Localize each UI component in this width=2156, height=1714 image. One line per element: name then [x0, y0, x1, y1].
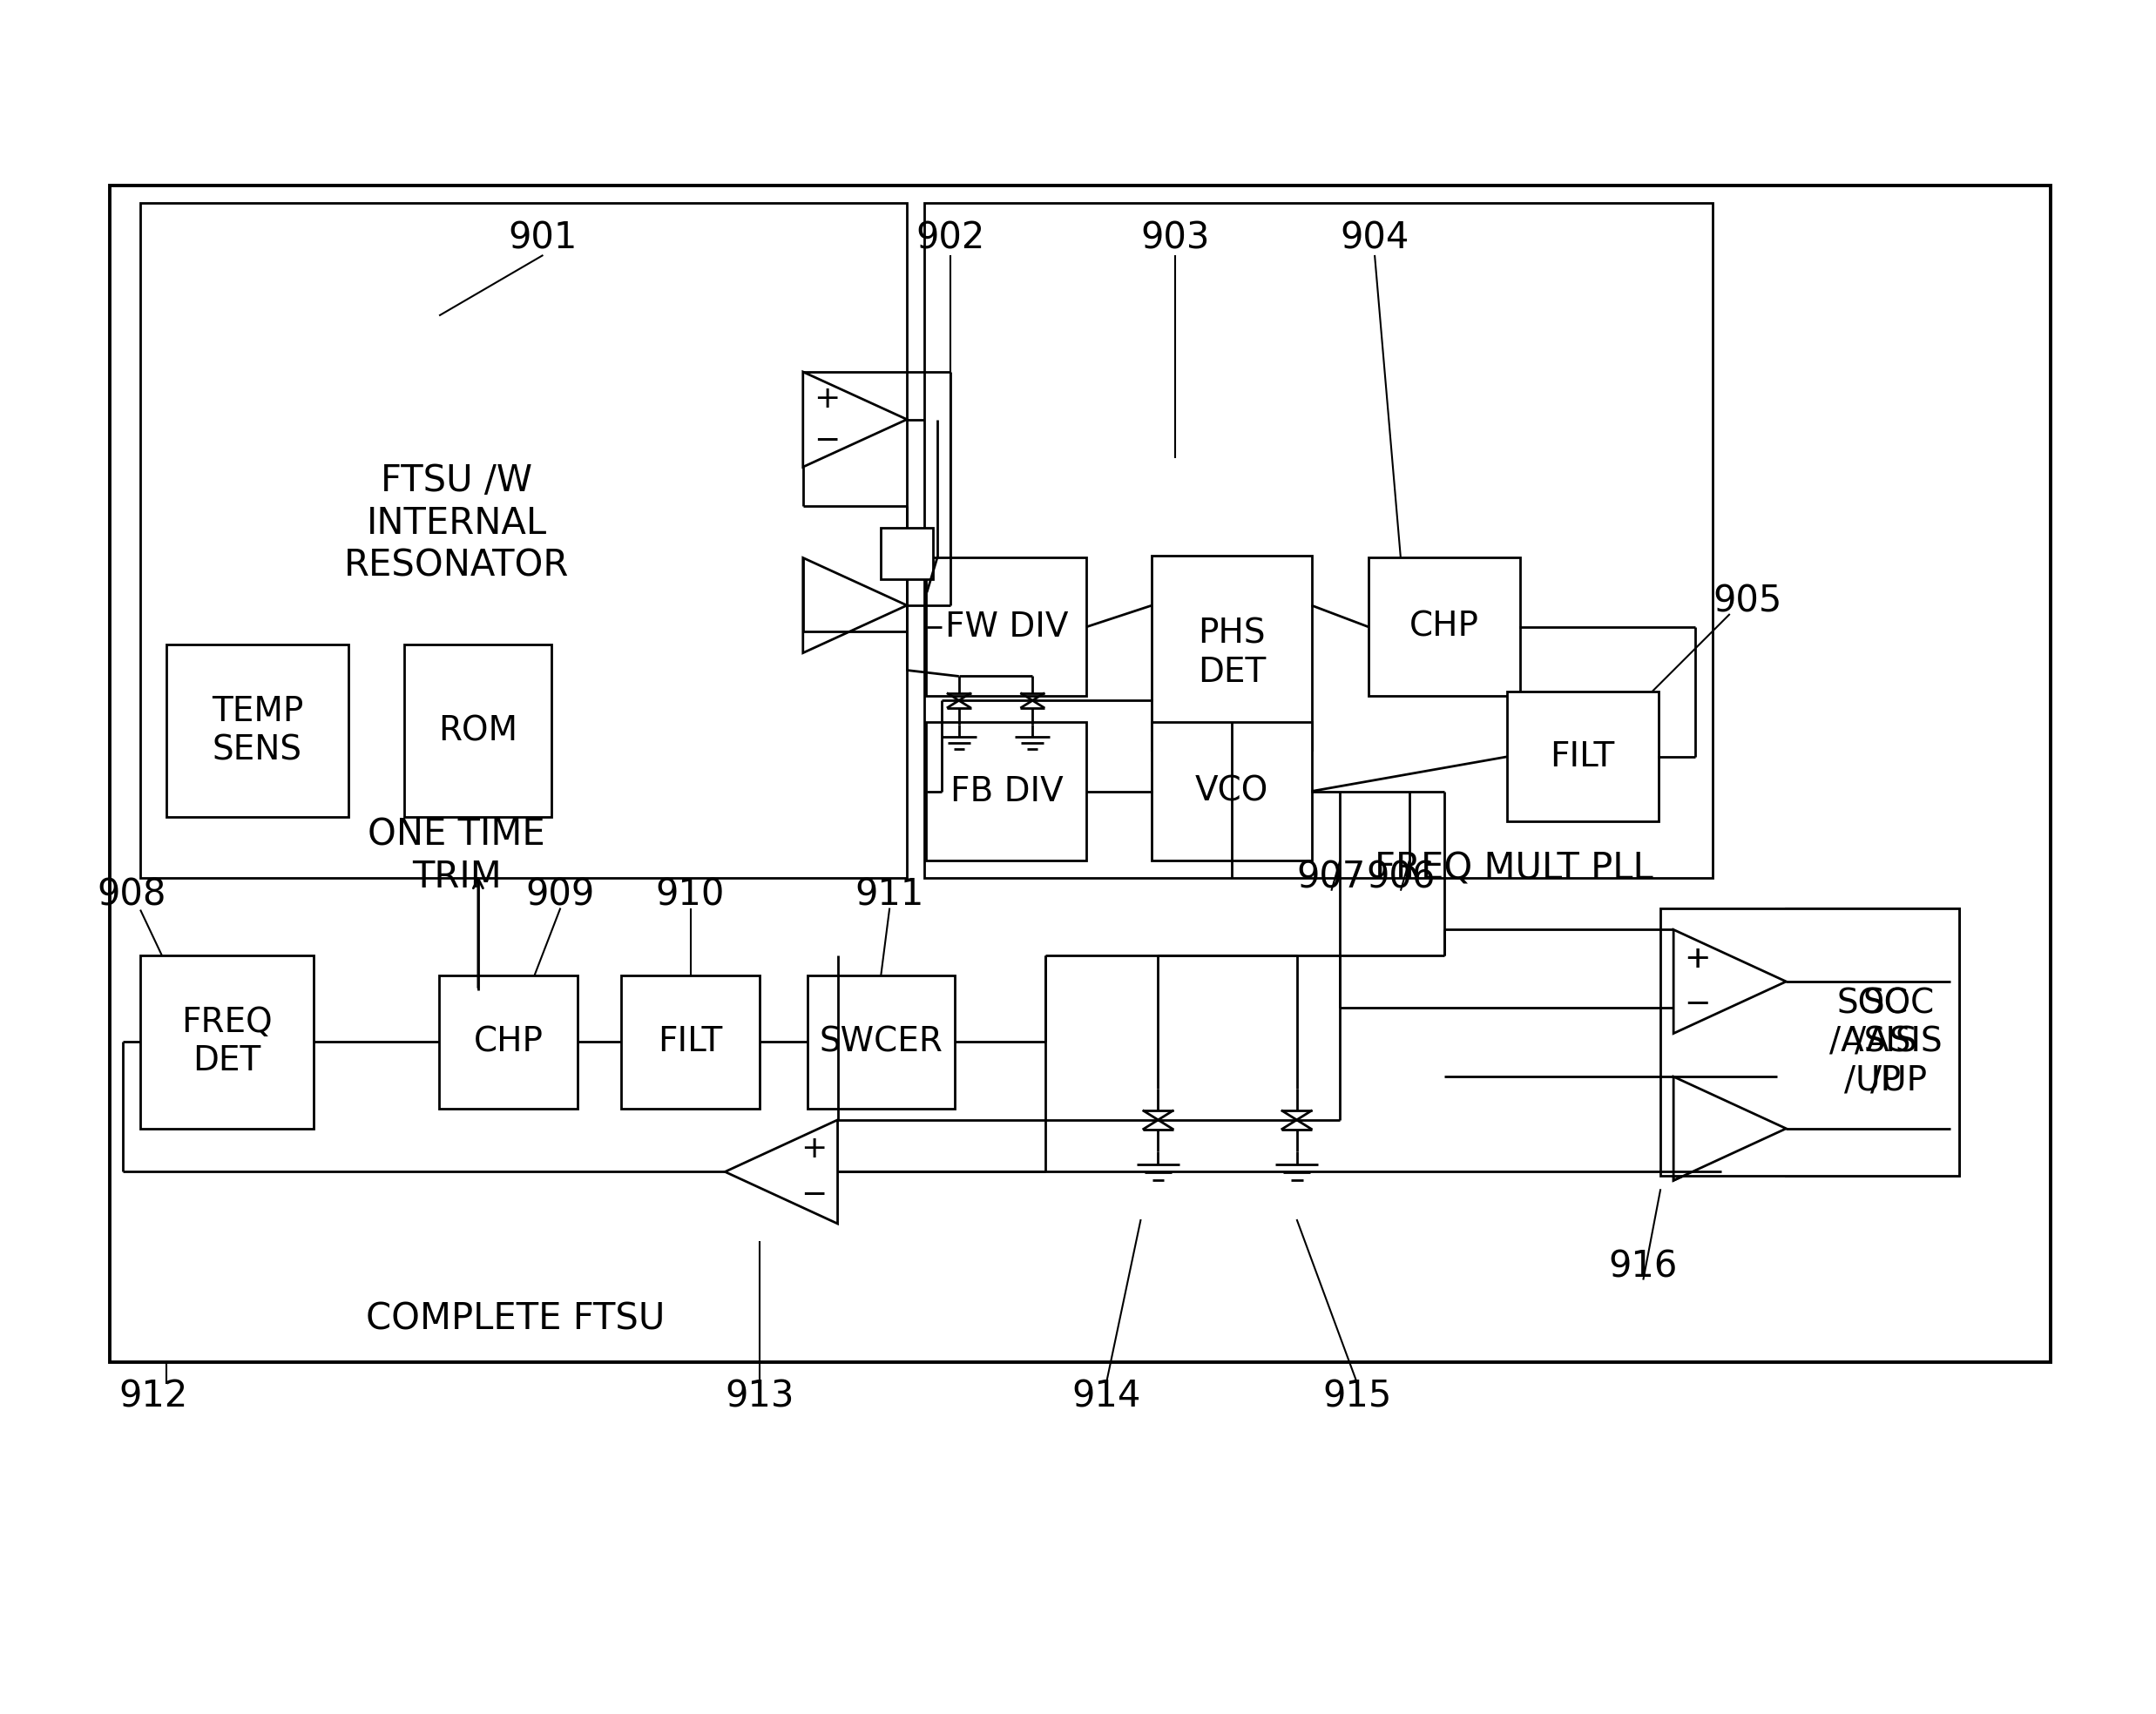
Text: 910: 910: [655, 878, 724, 914]
Text: SWCER: SWCER: [819, 1025, 942, 1059]
Text: 903: 903: [1141, 219, 1210, 255]
Bar: [1151, 555, 1311, 751]
Bar: [1369, 557, 1520, 696]
Text: 911: 911: [856, 878, 925, 914]
Text: 908: 908: [97, 878, 166, 914]
Text: SOC
/ASIS
/UP: SOC /ASIS /UP: [1854, 987, 1943, 1097]
Text: 915: 915: [1324, 1378, 1393, 1416]
Text: +: +: [800, 1135, 828, 1164]
Text: FILT: FILT: [658, 1025, 722, 1059]
Text: FREQ
DET: FREQ DET: [181, 1006, 272, 1078]
Text: FTSU /W
INTERNAL
RESONATOR: FTSU /W INTERNAL RESONATOR: [343, 463, 569, 584]
Text: PHS
DET: PHS DET: [1199, 617, 1266, 689]
Text: 906: 906: [1367, 859, 1436, 896]
Text: 905: 905: [1712, 583, 1781, 619]
Bar: [140, 956, 313, 1128]
Bar: [806, 975, 955, 1109]
Bar: [1660, 908, 1960, 1176]
Text: 909: 909: [526, 878, 595, 914]
Text: 904: 904: [1341, 219, 1410, 255]
Bar: [140, 204, 908, 878]
Text: 916: 916: [1608, 1248, 1677, 1286]
Text: +: +: [813, 384, 841, 413]
Bar: [166, 644, 349, 818]
Bar: [925, 204, 1712, 878]
Text: 914: 914: [1072, 1378, 1141, 1416]
Text: FILT: FILT: [1550, 740, 1615, 773]
Text: CHP: CHP: [1410, 610, 1479, 643]
Bar: [882, 528, 934, 579]
Bar: [1151, 722, 1311, 860]
Text: 901: 901: [509, 219, 578, 255]
Text: CHP: CHP: [474, 1025, 543, 1059]
Text: FREQ MULT PLL: FREQ MULT PLL: [1376, 850, 1654, 888]
Bar: [440, 975, 578, 1109]
Text: SOC
/ASIS
/UP: SOC /ASIS /UP: [1828, 987, 1917, 1097]
Text: +: +: [1684, 944, 1710, 974]
Text: ONE TIME
TRIM: ONE TIME TRIM: [369, 816, 545, 896]
Text: −: −: [800, 1179, 828, 1210]
Text: +: +: [1684, 944, 1710, 974]
Text: −: −: [1684, 989, 1710, 1020]
Text: 902: 902: [916, 219, 985, 255]
Text: −: −: [813, 425, 839, 456]
Text: TEMP
SENS: TEMP SENS: [211, 696, 304, 766]
Text: VCO: VCO: [1194, 775, 1268, 807]
Bar: [621, 975, 759, 1109]
Bar: [927, 722, 1087, 860]
Text: 907: 907: [1298, 859, 1367, 896]
Bar: [1785, 908, 1960, 1176]
Text: 912: 912: [119, 1378, 188, 1416]
Bar: [405, 644, 552, 818]
Text: COMPLETE FTSU: COMPLETE FTSU: [367, 1301, 664, 1337]
Bar: [1507, 692, 1658, 821]
Bar: [110, 185, 2050, 1363]
Bar: [927, 557, 1087, 696]
Text: FB DIV: FB DIV: [951, 775, 1063, 807]
Text: 913: 913: [724, 1378, 793, 1416]
Text: −: −: [1684, 989, 1710, 1020]
Text: FW DIV: FW DIV: [944, 610, 1067, 643]
Text: ROM: ROM: [438, 715, 517, 747]
